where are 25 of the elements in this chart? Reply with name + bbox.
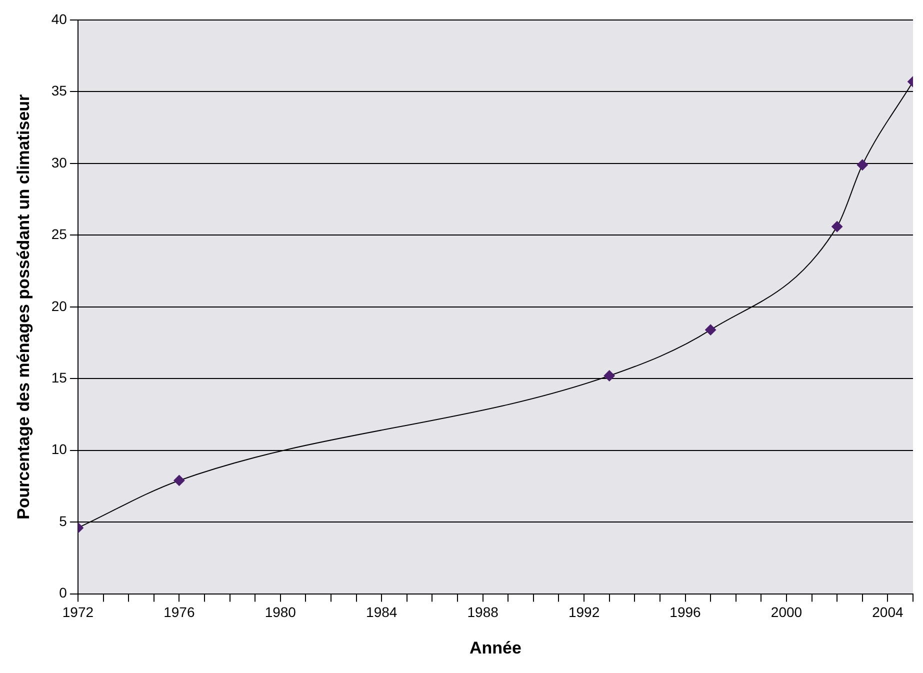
y-tick-label: 0 [59, 584, 68, 601]
x-tick-label: 2000 [770, 604, 802, 620]
x-tick-label: 1988 [467, 604, 499, 620]
x-tick-label: 1972 [62, 604, 94, 620]
y-tick-label: 15 [51, 369, 68, 386]
x-axis-title: Année [470, 638, 522, 658]
x-tick-label: 1996 [670, 604, 702, 620]
point [856, 159, 868, 170]
point [174, 474, 185, 486]
y-tick-label: 20 [51, 298, 68, 314]
y-axis-title: Pourcentage des ménages possédant un climatiseur [14, 94, 33, 520]
x-tick-label: 1976 [164, 604, 195, 620]
x-tick-label: 1992 [568, 604, 600, 620]
x-tick-label: 1980 [264, 604, 296, 620]
y-tick-label: 40 [51, 10, 68, 27]
point [705, 324, 716, 336]
x-tick-label: 2004 [872, 604, 904, 620]
y-tick-label: 35 [51, 82, 68, 99]
y-tick-label: 5 [59, 512, 68, 529]
x-tick-label: 1984 [366, 604, 398, 620]
y-tick-label: 30 [51, 154, 68, 170]
y-tick-label: 10 [51, 441, 68, 458]
point [604, 370, 615, 382]
y-tick-label: 25 [51, 226, 68, 242]
point [832, 221, 843, 232]
